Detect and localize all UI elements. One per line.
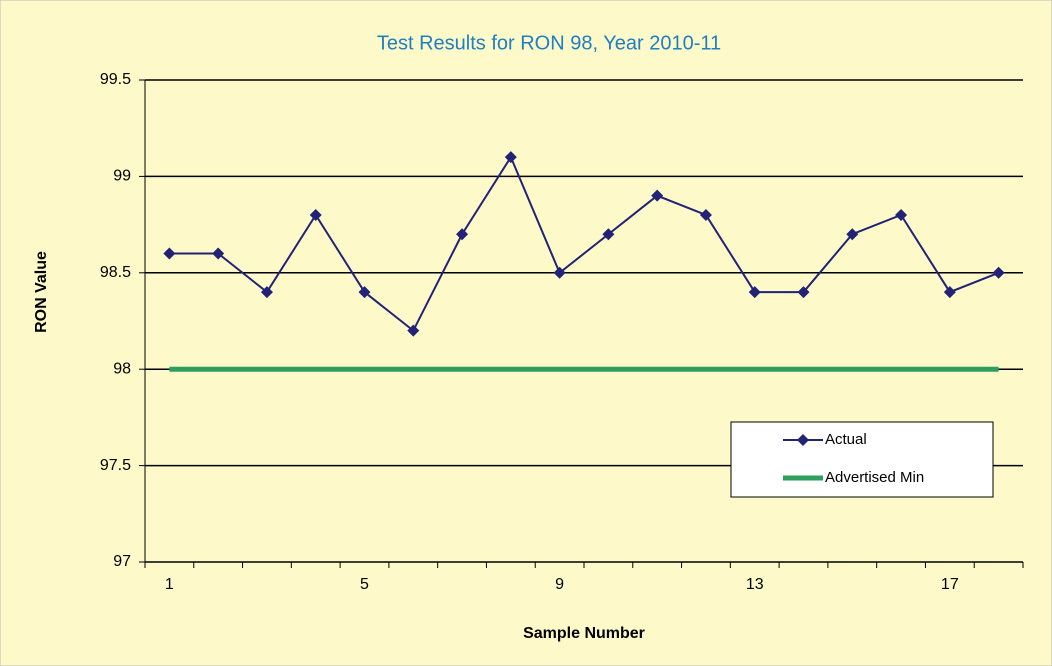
x-tick-label: 1	[165, 576, 174, 593]
x-tick-label: 13	[746, 576, 764, 593]
data-point	[309, 208, 322, 221]
legend-label: Advertised Min	[825, 469, 924, 486]
data-point	[992, 266, 1005, 279]
data-point	[895, 208, 908, 221]
y-axis-title: RON Value	[33, 251, 50, 333]
data-point	[748, 286, 761, 299]
y-tick-label: 98.5	[100, 264, 131, 281]
x-tick-label: 5	[360, 576, 369, 593]
data-point	[504, 151, 517, 164]
data-point	[553, 266, 566, 279]
legend-marker	[797, 434, 809, 446]
data-point	[846, 228, 859, 241]
data-point	[163, 247, 176, 260]
data-point	[456, 228, 469, 241]
y-tick-label: 98	[113, 360, 131, 377]
legend-box	[730, 421, 994, 498]
series-line	[169, 154, 999, 333]
y-tick-label: 97.5	[100, 457, 131, 474]
data-point	[212, 247, 225, 260]
data-point	[651, 189, 664, 202]
x-tick-label: 9	[555, 576, 564, 593]
data-point	[260, 286, 273, 299]
x-axis-title: Sample Number	[523, 625, 645, 642]
data-point	[407, 324, 420, 337]
data-point	[358, 286, 371, 299]
chart-title: Test Results for RON 98, Year 2010-11	[377, 32, 721, 54]
data-point	[699, 208, 712, 221]
data-point	[943, 286, 956, 299]
y-tick-label: 99	[113, 168, 131, 185]
data-point	[797, 286, 810, 299]
y-tick-label: 97	[113, 553, 131, 570]
data-point	[602, 228, 615, 241]
x-tick-label: 17	[941, 576, 959, 593]
y-tick-label: 99.5	[100, 71, 131, 88]
legend-label: Actual	[825, 431, 867, 448]
